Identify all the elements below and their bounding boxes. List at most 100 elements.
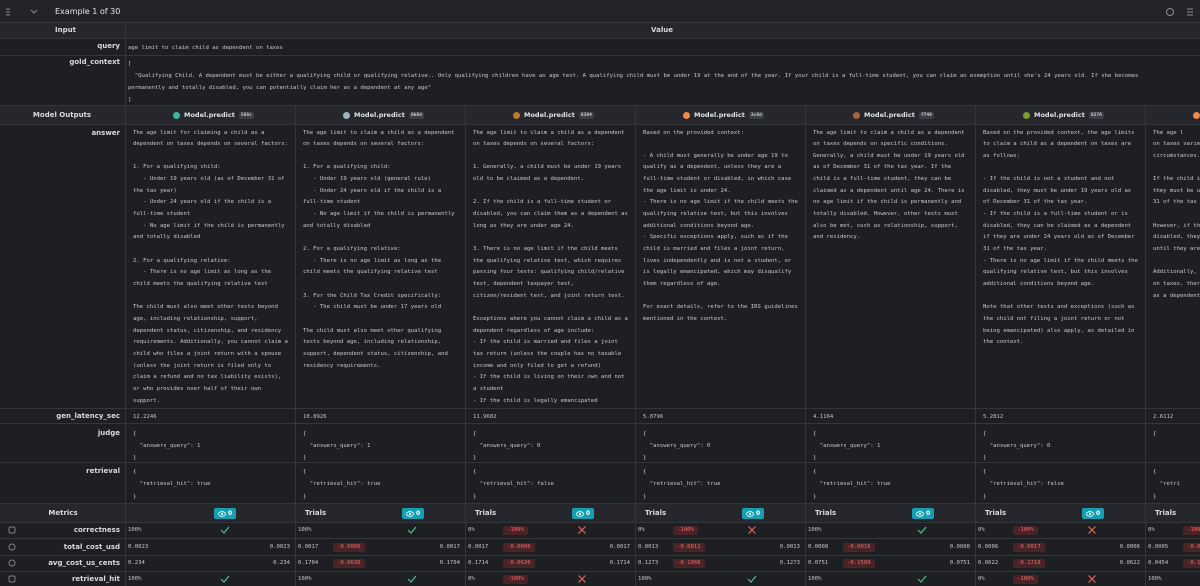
metric-value: 0.0622 [978,560,999,566]
more-icon[interactable] [1187,8,1193,16]
output-value: The age limit to claim a child as a depe… [303,129,455,369]
row-label: gold_context [69,58,120,66]
check-icon [220,526,230,534]
metric-right: 0.0017 [439,544,460,550]
trials-badge[interactable]: 0 [572,508,595,519]
metric-delta: -0.1589 [843,558,875,568]
output-value: 11.9602 [473,413,497,420]
model-id: 0b8d [408,111,424,119]
output-value: 5.2812 [983,413,1004,420]
column-header: Input [55,26,76,34]
metric-delta: -100% [503,525,528,535]
model-header: Model.predict 588c [125,109,295,121]
header-band [0,503,1200,522]
model-name: Model.predict [694,111,745,119]
x-icon [1088,575,1096,583]
metric-delta: -0.0636 [333,558,365,568]
output-value: The age limit to claim a child as a depe… [813,129,965,241]
eye-icon [576,510,584,517]
model-header: Model.predict 8276 [975,109,1145,121]
row-label: judge [97,429,120,437]
metric-value: 0.0006 [978,544,999,550]
trials-badge[interactable]: 0 [402,508,425,519]
metric-right: 0.0006 [1119,544,1140,550]
metric-value: 100% [298,576,312,582]
output-value: { "retrieval_hit": true } [643,468,721,500]
check-icon [917,526,927,534]
output-value: { "retrieval_hit": false } [983,468,1064,500]
metric-delta: -0.0017 [1013,542,1045,552]
metric-value: 0% [468,527,475,533]
x-icon [578,526,586,534]
top-bar [0,0,1200,22]
trials-label: Trials [985,509,1007,517]
output-value: { "answers_query": 1 } [133,430,201,461]
collapse-icon[interactable] [30,9,38,14]
model-dot [343,111,350,119]
output-value: { "retrieval_hit": true } [133,468,211,500]
metric-delta: -100% [673,525,698,535]
metric-right: 0.234 [273,560,290,566]
metric-value: 100% [808,576,822,582]
focus-icon[interactable] [1166,8,1174,16]
trials-badge[interactable]: 0 [214,508,237,519]
column-divider [465,105,466,586]
metric-delta: -100% [1183,525,1200,535]
column-divider [805,105,806,586]
trials-badge[interactable]: 0 [1082,508,1105,519]
output-value: 4.1164 [813,413,834,420]
metric-value: 100% [298,527,312,533]
row-label: avg_cost_us_cents [48,559,120,567]
metric-delta: -100% [1013,574,1038,584]
metric-delta: -100% [503,574,528,584]
row-icons [8,526,16,583]
x-icon [578,575,586,583]
metric-value: 100% [808,527,822,533]
trials-badge[interactable]: 0 [742,508,765,519]
badge-count: 0 [1096,510,1101,517]
row-divider [0,423,1200,424]
row-divider [0,55,1200,56]
output-value: { "retrieval_hit": false } [473,468,554,500]
column-header: Value [651,26,673,34]
metric-delta: -0.0011 [673,542,705,552]
row-divider [0,555,1200,556]
check-icon [407,575,417,583]
trials-label: Trials [1155,509,1177,517]
row-label: retrieval_hit [71,575,120,583]
model-dot [173,111,180,119]
output-value: The age limit for claiming a child as a … [133,129,288,404]
eye-icon [406,510,414,517]
model-dot [1023,111,1030,119]
metric-value: 0% [978,576,985,582]
metric-value: 0% [978,527,985,533]
metric-value: 0.1714 [468,560,489,566]
metric-right: 0.1273 [779,560,800,566]
output-value: 10.8926 [303,413,327,420]
model-header: Model.predict f749 [805,109,975,121]
trials-badge[interactable]: 0 [912,508,935,519]
x-icon [748,526,756,534]
eye-icon [746,510,754,517]
metric-value: 100% [1148,576,1162,582]
model-header: Model.predict 3c6d [635,109,805,121]
metric-value: 100% [638,576,652,582]
metric-value: 0.0008 [808,544,829,550]
row-value: [ "Qualifying Child. A dependent must be… [128,61,1139,103]
model-dot [1193,111,1200,119]
metric-delta: -0.0006 [503,542,535,552]
header-band [0,105,1200,124]
model-id: 8394 [578,111,594,119]
metric-value: 0.0751 [808,560,829,566]
model-header [1145,109,1200,121]
model-name: Model.predict [524,111,575,119]
metric-value: 100% [128,527,142,533]
output-value: { "retri } [1153,468,1180,500]
model-dot [683,111,690,119]
metric-value: 0% [638,527,645,533]
output-value: 2.6112 [1153,413,1174,420]
row-label: answer [91,129,120,137]
menu-icon[interactable] [6,8,10,16]
row-divider [0,105,1200,106]
